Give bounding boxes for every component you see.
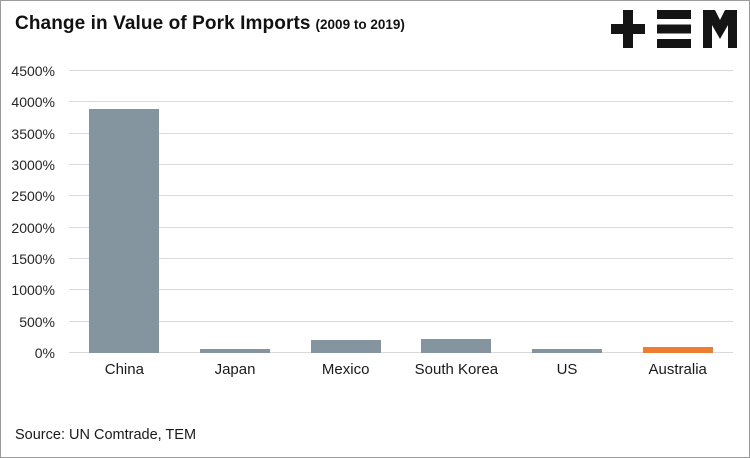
chart-title: Change in Value of Pork Imports — [15, 13, 311, 34]
gridline — [69, 132, 733, 134]
y-axis-ticks: 0% 500% 1000% 1500% 2000% 2500% 3000% 3500% 4000… — [1, 64, 61, 360]
y-tick-label: 2000% — [11, 219, 55, 236]
source-note: Source: UN Comtrade, TEM — [15, 427, 197, 443]
logo-plus-horizontal — [611, 24, 645, 34]
x-tick-label: Japan — [214, 361, 256, 378]
gridline — [69, 289, 733, 291]
y-tick-label: 1000% — [11, 282, 55, 299]
bar-slot — [69, 71, 180, 353]
chart-subtitle: (2009 to 2019) — [315, 17, 405, 32]
logo-bar-top — [657, 10, 691, 19]
plot-area — [69, 70, 733, 353]
y-tick-label: 2500% — [11, 188, 55, 205]
x-axis-labels: China Japan Mexico South Korea US Australia — [69, 361, 733, 378]
y-tick-label: 500% — [19, 313, 55, 330]
bar-china — [89, 108, 160, 353]
y-tick-label: 1500% — [11, 251, 55, 267]
y-tick-label: 4500% — [11, 63, 55, 79]
gridline — [69, 101, 733, 103]
bar-slot — [290, 71, 401, 353]
x-tick-label: South Korea — [414, 361, 499, 378]
y-tick-label: 3000% — [11, 157, 55, 173]
logo-bar-bottom — [657, 39, 691, 48]
bar-japan — [200, 349, 270, 353]
logo-m — [703, 10, 737, 48]
y-tick-label: 4000% — [11, 94, 55, 111]
y-tick-label: 3500% — [11, 125, 55, 142]
y-tick-label: 0% — [34, 345, 55, 361]
gridline — [69, 70, 733, 71]
bar-slot — [180, 71, 291, 353]
x-tick-label: Australia — [648, 361, 707, 378]
title-line: Change in Value of Pork Imports (2009 to … — [15, 13, 735, 35]
bar-south-korea — [421, 339, 492, 353]
bar-australia — [642, 347, 713, 353]
gridline — [69, 226, 733, 228]
gridline — [69, 320, 733, 322]
bars-container — [69, 71, 733, 353]
gridline — [69, 352, 733, 353]
x-tick-label: Mexico — [321, 361, 370, 378]
x-tick-label: China — [104, 361, 144, 378]
gridline — [69, 195, 733, 197]
chart-header: Change in Value of Pork Imports (2009 to … — [1, 1, 749, 57]
bar-slot — [512, 71, 623, 353]
gridline — [69, 258, 733, 259]
bar-slot — [401, 71, 512, 353]
bar-mexico — [310, 340, 381, 353]
bar-slot — [622, 71, 733, 353]
tem-logo — [611, 10, 737, 48]
gridline — [69, 164, 733, 165]
bar-us — [532, 348, 603, 353]
x-tick-label: US — [556, 361, 578, 378]
logo-bar-middle — [657, 24, 691, 34]
chart-area: 0% 500% 1000% 1500% 2000% 2500% 3000% 3500% 4000… — [1, 59, 749, 389]
